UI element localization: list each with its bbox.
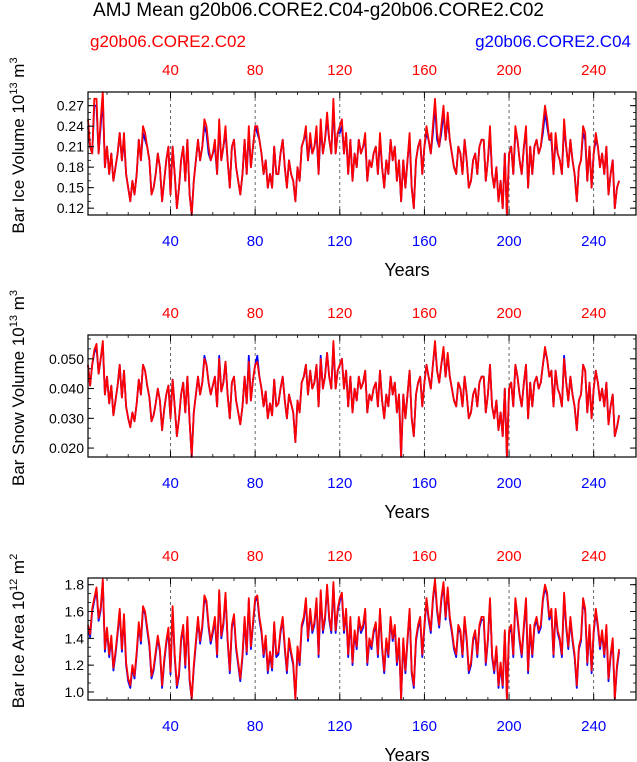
y-tick-label: 0.21 bbox=[57, 139, 84, 155]
legend-label-blue: g20b06.CORE2.C04 bbox=[475, 32, 631, 51]
y-tick-label: 0.18 bbox=[57, 159, 84, 175]
panel-bar-ice-volume: 0.12 0.15 0.18 0.21 0.24 0.27 40 40 80 80 120 120 16… bbox=[8, 57, 637, 280]
x-tick-label-bottom: 160 bbox=[412, 475, 437, 492]
x-tick-label-top: 120 bbox=[327, 62, 352, 79]
y-tick-label: 0.050 bbox=[49, 351, 84, 367]
y-tick-label: 0.040 bbox=[49, 381, 84, 397]
y-tick-label: 1.8 bbox=[65, 577, 85, 593]
x-tick-label-bottom: 160 bbox=[412, 718, 437, 735]
y-tick-label: 0.24 bbox=[57, 118, 84, 134]
y-axis-label: Bar Ice Area 1012 m2 bbox=[8, 554, 28, 708]
y-tick-label: 0.030 bbox=[49, 410, 84, 426]
x-tick-label-top: 80 bbox=[247, 548, 264, 565]
plot-frame bbox=[87, 577, 637, 701]
x-tick-label-top: 240 bbox=[581, 62, 606, 79]
series-line-red bbox=[87, 578, 620, 700]
x-tick-label-bottom: 120 bbox=[327, 233, 352, 250]
series-line-red bbox=[87, 91, 620, 216]
x-axis-label: Years bbox=[384, 745, 429, 762]
x-tick-label-bottom: 40 bbox=[162, 718, 179, 735]
x-tick-label-bottom: 120 bbox=[327, 475, 352, 492]
x-tick-label-top: 40 bbox=[162, 548, 179, 565]
y-tick-label: 1.4 bbox=[65, 630, 85, 646]
y-tick-label: 0.12 bbox=[57, 200, 84, 216]
x-tick-label-bottom: 200 bbox=[497, 233, 522, 250]
x-tick-label-top: 80 bbox=[247, 305, 264, 322]
y-axis-label: Bar Ice Volume 1013 m3 bbox=[8, 57, 28, 233]
x-tick-label-top: 240 bbox=[581, 548, 606, 565]
x-tick-label-top: 200 bbox=[497, 62, 522, 79]
panel-bar-ice-area: 1.0 1.2 1.4 1.6 1.8 40 40 80 80 120 120 160 160 200 20… bbox=[8, 548, 637, 762]
x-tick-label-bottom: 80 bbox=[247, 233, 264, 250]
x-tick-label-top: 200 bbox=[497, 305, 522, 322]
x-tick-label-bottom: 160 bbox=[412, 233, 437, 250]
x-tick-label-bottom: 240 bbox=[581, 718, 606, 735]
x-tick-label-top: 120 bbox=[327, 305, 352, 322]
series-line-red bbox=[87, 340, 620, 458]
x-tick-label-bottom: 40 bbox=[162, 233, 179, 250]
plot-frame bbox=[87, 334, 637, 458]
y-tick-label: 0.15 bbox=[57, 180, 84, 196]
x-tick-label-top: 40 bbox=[162, 305, 179, 322]
x-tick-label-top: 40 bbox=[162, 62, 179, 79]
y-tick-label: 1.0 bbox=[65, 684, 85, 700]
x-tick-label-top: 240 bbox=[581, 305, 606, 322]
x-tick-label-top: 160 bbox=[412, 548, 437, 565]
x-tick-label-bottom: 40 bbox=[162, 475, 179, 492]
y-tick-label: 1.6 bbox=[65, 604, 85, 620]
x-tick-label-bottom: 200 bbox=[497, 475, 522, 492]
x-tick-label-bottom: 80 bbox=[247, 718, 264, 735]
x-tick-label-top: 160 bbox=[412, 62, 437, 79]
x-tick-label-bottom: 240 bbox=[581, 475, 606, 492]
y-tick-label: 0.020 bbox=[49, 440, 84, 456]
y-tick-label: 0.27 bbox=[57, 98, 84, 114]
x-tick-label-bottom: 120 bbox=[327, 718, 352, 735]
x-tick-label-top: 200 bbox=[497, 548, 522, 565]
x-tick-label-bottom: 80 bbox=[247, 475, 264, 492]
x-axis-label: Years bbox=[384, 260, 429, 280]
y-axis-label: Bar Snow Volume 1013 m3 bbox=[8, 290, 28, 486]
y-tick-label: 1.2 bbox=[65, 657, 85, 673]
chart-title: AMJ Mean g20b06.CORE2.C04-g20b06.CORE2.C… bbox=[93, 0, 544, 21]
panel-bar-snow-volume: 0.020 0.030 0.040 0.050 40 40 80 80 120 120 160 160… bbox=[8, 290, 637, 522]
legend-label-red: g20b06.CORE2.C02 bbox=[90, 32, 246, 51]
x-tick-label-bottom: 240 bbox=[581, 233, 606, 250]
x-tick-label-top: 80 bbox=[247, 62, 264, 79]
x-tick-label-bottom: 200 bbox=[497, 718, 522, 735]
x-tick-label-top: 120 bbox=[327, 548, 352, 565]
x-axis-label: Years bbox=[384, 502, 429, 522]
x-tick-label-top: 160 bbox=[412, 305, 437, 322]
